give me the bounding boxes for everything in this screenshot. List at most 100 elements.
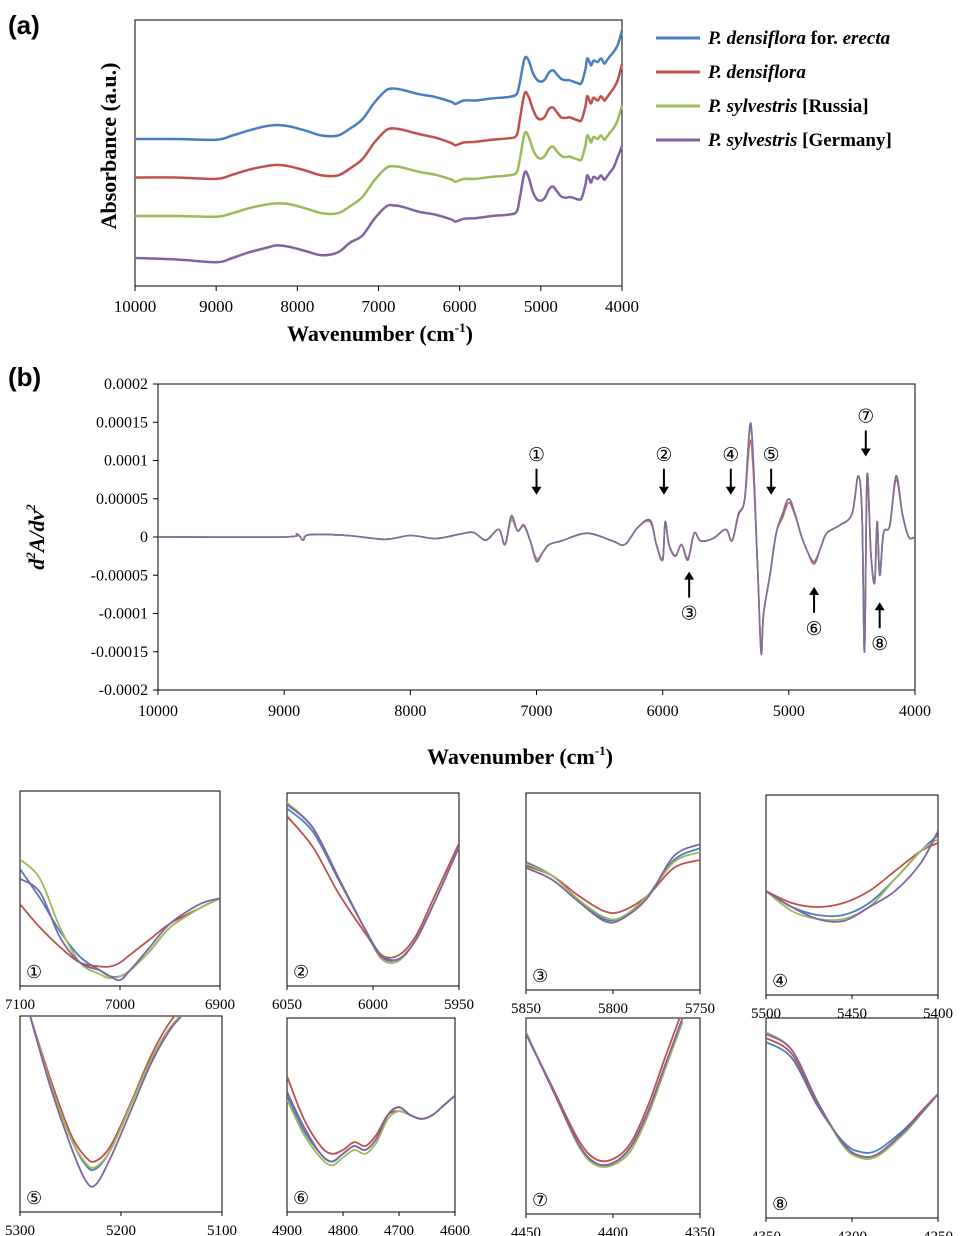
panel-b-y-tick-label: 0.00005 [96,491,148,508]
zoom-panel-x-tick-label: 4300 [837,1229,867,1236]
panel-b-marker-arrowhead-4 [725,486,736,495]
zoom-panel-series [20,858,220,982]
zoom-panel-series-line-2 [766,1037,938,1159]
panel-a-x-axis-title: Wavenumber (cm-1) [287,320,473,346]
zoom-panel-series-line-1 [526,847,700,922]
zoom-panel-1: 7100 7000 6900 ① [5,790,235,1013]
zoom-panel-series-line-2 [526,859,700,915]
zoom-panel-series-line-4 [766,830,938,923]
panel-a-x-tick-label: 4000 [605,297,639,316]
panel-b-y-tick-label: -0.00005 [91,567,148,584]
panel-a-legend-entry-1: P. densiflora for. erecta [707,28,891,49]
panel-b-x-tick-label: 10000 [138,703,178,720]
zoom-panel-series-line-4 [287,1091,455,1163]
panel-b-x-ticks: 10000 9000 8000 7000 6000 5000 4000 [138,690,931,720]
panel-b-x-tick-label: 6000 [647,703,679,720]
zoom-panel-series-line-1 [287,1094,455,1163]
zoom-panel-series [526,843,700,924]
zoom-panel-x-tick-label: 5950 [444,997,474,1013]
zoom-panel-x-tick-label: 6000 [358,997,388,1013]
panel-b-y-tick-label: 0.00015 [96,414,148,431]
zoom-panel-x-tick-label: 7000 [105,997,135,1013]
panel-a-legend-entry-3: P. sylvestris [Russia] [707,96,869,117]
zoom-panel-x-tick-label: 5450 [837,1006,867,1022]
panel-b-marker-arrowhead-7 [860,448,871,457]
panel-b-y-tick-label: 0.0001 [104,453,148,470]
panel-b-series-line-4 [157,422,916,656]
zoom-panel-x-tick-label: 6900 [205,997,235,1013]
panel-b-x-tick-label: 8000 [394,703,426,720]
panel-a-y-axis-title: Absorbance (a.u.) [96,63,121,230]
panel-b-y-ticks: 0.0002 0.00015 0.0001 0.00005 0 -0.00005 -0.00… [91,376,158,699]
panel-b-marker-arrowhead-2 [658,486,669,495]
panel-b: (b) 0.0002 0.00015 0.0001 0.00005 0 -0.00005 -… [8,362,931,769]
zoom-panel-3: 5850 5800 5750 ③ [511,792,715,1017]
zoom-panel-series-line-1 [766,1041,938,1154]
zoom-panel-frame [19,1015,223,1213]
panel-b-x-tick-label: 7000 [521,703,553,720]
panel-b-marker-label-4: ④ [722,444,739,466]
zoom-panel-series [29,1016,183,1188]
panel-b-marker-arrowhead-5 [766,486,777,495]
zoom-panel-label: ③ [532,966,548,987]
panel-a: (a) 10000 9000 8000 7000 6000 5000 4000 Wavenu… [8,10,892,346]
zoom-panel-x-tick-label: 5200 [106,1223,136,1236]
zoom-panel-series-line-4 [526,843,700,924]
zoom-panel-5: 5300 5200 5100 ⑤ [5,1015,237,1236]
zoom-panel-x-tick-label: 4400 [598,1225,628,1236]
zoom-panel-series-line-1 [766,834,938,918]
panel-a-label: (a) [8,10,40,40]
zoom-panel-series [287,1075,455,1167]
panel-b-marker-arrowhead-3 [684,571,695,580]
zoom-panel-frame [286,1017,456,1213]
zoom-panel-series-line-4 [526,1018,684,1167]
panel-b-x-tick-label: 4000 [899,703,931,720]
panel-a-x-tick-label: 9000 [199,297,233,316]
zoom-panel-label: ⑧ [772,1194,788,1215]
panel-a-series-line-3 [134,105,624,219]
zoom-panel-series-line-4 [20,878,220,982]
zoom-panel-frame [765,794,939,996]
zoom-panel-frame [765,1017,939,1219]
zoom-panel-x-tick-label: 4800 [328,1223,358,1236]
panel-a-x-tick-label: 8000 [280,297,314,316]
panel-b-label: (b) [8,362,41,392]
zoom-panel-series-line-1 [20,868,220,978]
panel-b-marker-label-2: ② [655,444,672,466]
zoom-panel-series [287,801,459,965]
panel-b-y-tick-label: -0.00015 [91,644,148,661]
zoom-panel-6: 4900 4800 4700 4600 ⑥ [272,1017,470,1236]
panel-a-x-tick-label: 10000 [114,297,157,316]
panel-a-legend-entry-4: P. sylvestris [Germany] [707,130,892,151]
zoom-panel-series [526,1018,684,1168]
panel-b-y-tick-label: 0.0002 [104,376,148,393]
panel-a-legend: P. densiflora for. erecta P. densiflora P.… [656,28,892,151]
zoom-panel-x-tick-label: 5300 [5,1223,35,1236]
zoom-panel-8: 4350 4300 4250 ⑧ [751,1017,953,1236]
zoom-panel-x-tick-label: 4250 [923,1229,953,1236]
zoom-panel-series-line-2 [29,1016,176,1163]
panel-a-series-line-4 [134,145,624,264]
panel-a-x-tick-label: 7000 [362,297,396,316]
zoom-panel-7: 4450 4400 4350 ⑦ [511,1017,715,1236]
panel-b-y-tick-label: -0.0002 [99,682,148,699]
zoom-panel-series-line-3 [526,851,700,921]
zoom-panel-x-tick-label: 4350 [685,1225,715,1236]
zoom-panel-x-tick-label: 5850 [511,1001,541,1017]
zoom-panel-series-line-2 [526,1018,681,1163]
zoom-panel-series-line-2 [287,815,459,959]
zoom-panel-x-tick-label: 7100 [5,997,35,1013]
panel-a-x-tick-label: 6000 [443,297,477,316]
zoom-panel-label: ④ [772,971,788,992]
panel-b-y-axis-title: d2A/dv2 [23,504,49,570]
zoom-panel-frame [286,792,460,987]
zoom-panel-series-line-3 [29,1016,182,1169]
zoom-panel-label: ② [293,962,309,983]
zoom-panel-series-line-3 [287,1094,455,1167]
panel-b-marker-label-6: ⑥ [806,618,823,640]
panel-a-frame [134,19,623,287]
zoom-panel-series-line-3 [766,838,938,922]
